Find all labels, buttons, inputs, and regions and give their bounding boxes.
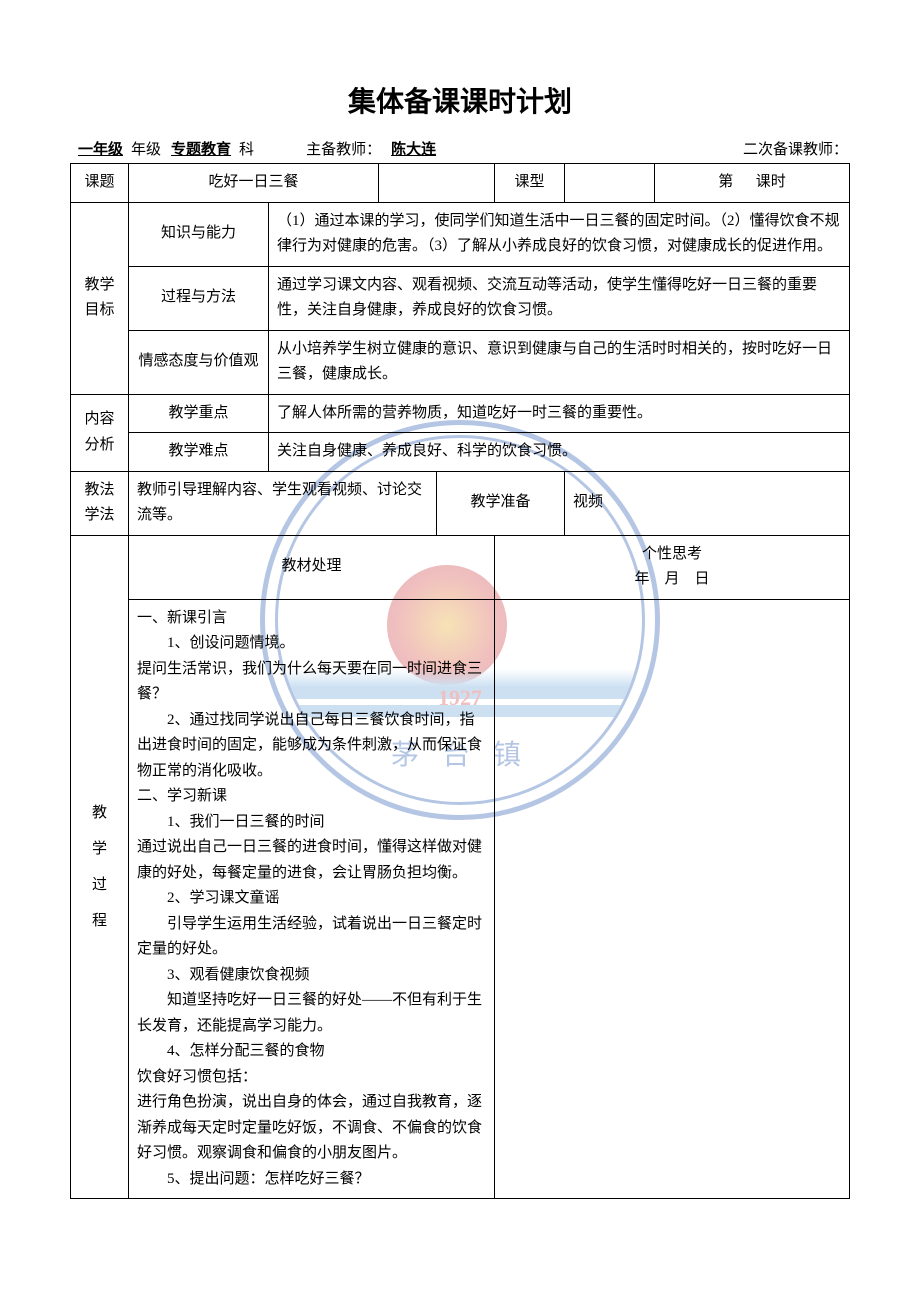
process-line: 二、学习新课	[137, 784, 486, 810]
document-title: 集体备课课时计划	[70, 80, 850, 120]
period-suffix: 课时	[756, 174, 786, 190]
process-line: 1、我们一日三餐的时间	[137, 810, 486, 836]
process-section-label: 教 学 过 程	[71, 535, 129, 1199]
methods-text: 教师引导理解内容、学生观看视频、讨论交流等。	[129, 471, 437, 535]
analysis-row-label: 教学难点	[129, 433, 269, 472]
table-row: 一、新课引言1、创设问题情境。提问生活常识，我们为什么每天要在同一时间进食三餐？…	[71, 599, 850, 1199]
topic-value: 吃好一日三餐	[129, 164, 379, 203]
period-cell: 第 课时	[655, 164, 850, 203]
process-line: 1、创设问题情境。	[137, 631, 486, 657]
primary-teacher-label: 主备教师：	[306, 138, 381, 159]
class-type-value	[565, 164, 655, 203]
subject-value: 专题教育	[163, 138, 239, 159]
analysis-row-text: 了解人体所需的营养物质，知道吃好一时三餐的重要性。	[269, 394, 850, 433]
table-row: 课题 吃好一日三餐 课型 第 课时	[71, 164, 850, 203]
topic-blank	[379, 164, 495, 203]
goal-row-text: 通过学习课文内容、观看视频、交流互动等活动，使学生懂得吃好一日三餐的重要性，关注…	[269, 266, 850, 330]
methods-section-label: 教法 学法	[71, 471, 129, 535]
lesson-plan-table: 课题 吃好一日三餐 课型 第 课时 教学 目标 知识与能力 （1）通过本课的学习…	[70, 163, 850, 1199]
process-line: 知道坚持吃好一日三餐的好处——不但有利于生长发育，还能提高学习能力。	[137, 988, 486, 1039]
process-line: 通过说出自己一日三餐的进食时间，懂得这样做对健康的好处，每餐定量的进食，会让胃肠…	[137, 835, 486, 886]
process-line: 饮食好习惯包括：	[137, 1065, 486, 1091]
process-notes-cell	[495, 599, 850, 1199]
table-row: 教学 目标 知识与能力 （1）通过本课的学习，使同学们知道生活中一日三餐的固定时…	[71, 202, 850, 266]
process-line: 进行角色扮演，说出自身的体会，通过自我教育，逐渐养成每天定时定量吃好饭，不调食、…	[137, 1090, 486, 1167]
subject-label: 科	[239, 138, 254, 159]
goal-row-label: 过程与方法	[129, 266, 269, 330]
process-line: 2、学习课文童谣	[137, 886, 486, 912]
goal-row-label: 情感态度与价值观	[129, 330, 269, 394]
secondary-teacher-label: 二次备课教师：	[743, 138, 848, 159]
table-row: 教学难点 关注自身健康、养成良好、科学的饮食习惯。	[71, 433, 850, 472]
period-prefix: 第	[718, 174, 733, 190]
primary-teacher-value: 陈大连	[383, 138, 444, 159]
table-row: 过程与方法 通过学习课文内容、观看视频、交流互动等活动，使学生懂得吃好一日三餐的…	[71, 266, 850, 330]
process-content-cell: 一、新课引言1、创设问题情境。提问生活常识，我们为什么每天要在同一时间进食三餐？…	[129, 599, 495, 1199]
table-row: 教 学 过 程 教材处理 个性思考 年 月 日	[71, 535, 850, 599]
material-right-header: 个性思考 年 月 日	[495, 535, 850, 599]
grade-value: 一年级	[70, 138, 131, 159]
process-line: 一、新课引言	[137, 606, 486, 632]
topic-label: 课题	[71, 164, 129, 203]
table-row: 情感态度与价值观 从小培养学生树立健康的意识、意识到健康与自己的生活时时相关的，…	[71, 330, 850, 394]
process-line: 引导学生运用生活经验，试着说出一日三餐定时定量的好处。	[137, 912, 486, 963]
analysis-section-label: 内容 分析	[71, 394, 129, 471]
table-row: 教法 学法 教师引导理解内容、学生观看视频、讨论交流等。 教学准备 视频	[71, 471, 850, 535]
process-line: 2、通过找同学说出自己每日三餐饮食时间，指出进食时间的固定，能够成为条件刺激，从…	[137, 708, 486, 785]
header-line: 一年级 年级 专题教育 科 主备教师： 陈大连 二次备课教师：	[70, 138, 850, 159]
grade-label: 年级	[131, 138, 161, 159]
prep-value: 视频	[565, 471, 850, 535]
class-type-label: 课型	[495, 164, 565, 203]
analysis-row-label: 教学重点	[129, 394, 269, 433]
analysis-row-text: 关注自身健康、养成良好、科学的饮食习惯。	[269, 433, 850, 472]
goal-row-text: 从小培养学生树立健康的意识、意识到健康与自己的生活时时相关的，按时吃好一日三餐，…	[269, 330, 850, 394]
process-line: 4、怎样分配三餐的食物	[137, 1039, 486, 1065]
process-line: 5、提出问题：怎样吃好三餐？	[137, 1167, 486, 1193]
prep-label: 教学准备	[437, 471, 565, 535]
goal-row-text: （1）通过本课的学习，使同学们知道生活中一日三餐的固定时间。（2）懂得饮食不规律…	[269, 202, 850, 266]
table-row: 内容 分析 教学重点 了解人体所需的营养物质，知道吃好一时三餐的重要性。	[71, 394, 850, 433]
process-line: 提问生活常识，我们为什么每天要在同一时间进食三餐？	[137, 657, 486, 708]
goal-row-label: 知识与能力	[129, 202, 269, 266]
goals-section-label: 教学 目标	[71, 202, 129, 394]
process-line: 3、观看健康饮食视频	[137, 963, 486, 989]
material-left-header: 教材处理	[129, 535, 495, 599]
